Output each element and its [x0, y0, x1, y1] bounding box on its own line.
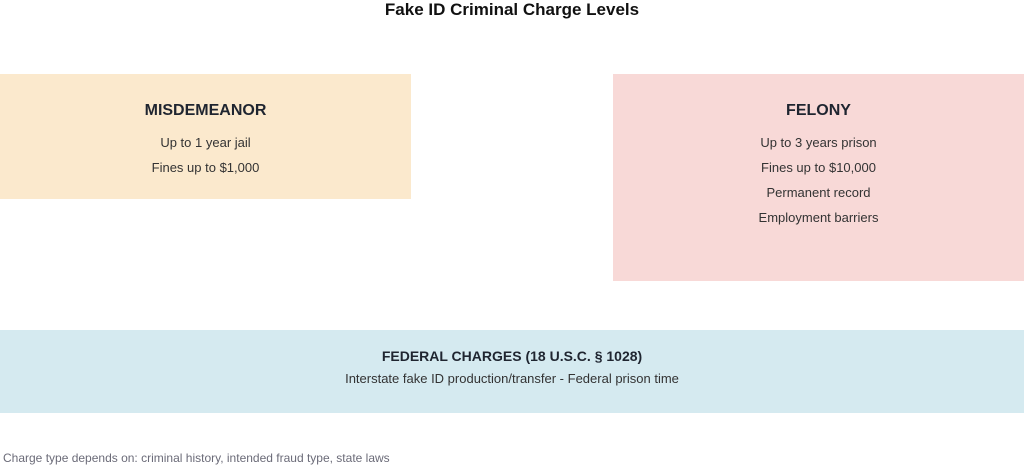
felony-box: FELONY Up to 3 years prison Fines up to … [613, 74, 1024, 281]
federal-line: Interstate fake ID production/transfer -… [345, 371, 679, 386]
felony-line: Fines up to $10,000 [761, 160, 876, 175]
misdemeanor-box: MISDEMEANOR Up to 1 year jail Fines up t… [0, 74, 411, 199]
felony-line: Permanent record [766, 185, 871, 200]
felony-heading: FELONY [786, 102, 851, 119]
felony-line: Up to 3 years prison [760, 135, 877, 150]
footnote: Charge type depends on: criminal history… [3, 451, 390, 465]
federal-heading: FEDERAL CHARGES (18 U.S.C. § 1028) [381, 348, 643, 364]
diagram-title: Fake ID Criminal Charge Levels [384, 0, 640, 19]
federal-charges-box: FEDERAL CHARGES (18 U.S.C. § 1028) Inter… [0, 330, 1024, 413]
misdemeanor-line: Fines up to $1,000 [151, 160, 260, 175]
misdemeanor-heading: MISDEMEANOR [144, 102, 267, 119]
felony-line: Employment barriers [758, 210, 879, 225]
misdemeanor-line: Up to 1 year jail [160, 135, 251, 150]
